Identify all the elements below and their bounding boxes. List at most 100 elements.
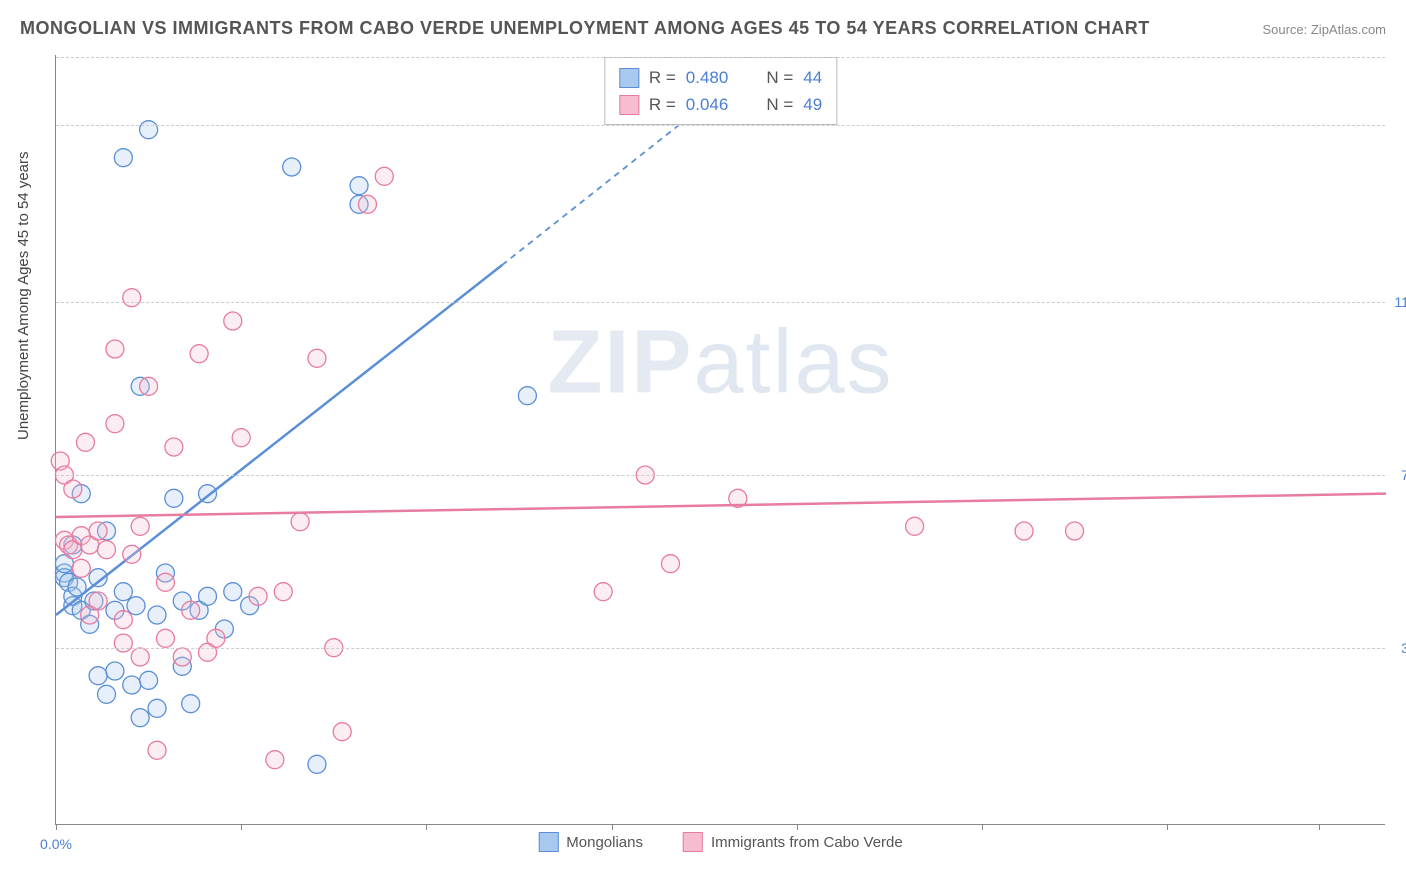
x-tick-label: 0.0% bbox=[40, 836, 72, 852]
data-point bbox=[131, 517, 149, 535]
data-point bbox=[291, 513, 309, 531]
data-point bbox=[207, 629, 225, 647]
data-point bbox=[1015, 522, 1033, 540]
data-point bbox=[594, 583, 612, 601]
data-point bbox=[165, 489, 183, 507]
data-point bbox=[89, 667, 107, 685]
data-point bbox=[148, 699, 166, 717]
data-point bbox=[131, 648, 149, 666]
gridline-h bbox=[56, 302, 1385, 303]
data-point bbox=[123, 676, 141, 694]
x-tick-mark bbox=[797, 824, 798, 830]
n-label: N = bbox=[766, 91, 793, 118]
x-tick-mark bbox=[1167, 824, 1168, 830]
legend-swatch bbox=[619, 95, 639, 115]
data-point bbox=[375, 167, 393, 185]
data-point bbox=[308, 755, 326, 773]
source-label: Source: ZipAtlas.com bbox=[1262, 22, 1386, 37]
stats-row: R = 0.046 N = 49 bbox=[619, 91, 822, 118]
data-point bbox=[89, 522, 107, 540]
stats-legend-box: R = 0.480 N = 44 R = 0.046 N = 49 bbox=[604, 57, 837, 125]
data-point bbox=[114, 611, 132, 629]
legend-swatch bbox=[683, 832, 703, 852]
data-point bbox=[140, 671, 158, 689]
data-point bbox=[358, 195, 376, 213]
data-point bbox=[156, 573, 174, 591]
data-point bbox=[350, 177, 368, 195]
data-point bbox=[76, 433, 94, 451]
legend-label: Mongolians bbox=[566, 834, 643, 851]
data-point bbox=[1066, 522, 1084, 540]
r-label: R = bbox=[649, 91, 676, 118]
data-point bbox=[131, 709, 149, 727]
y-axis-label: Unemployment Among Ages 45 to 54 years bbox=[15, 151, 32, 440]
x-tick-mark bbox=[982, 824, 983, 830]
legend-label: Immigrants from Cabo Verde bbox=[711, 834, 903, 851]
x-tick-mark bbox=[56, 824, 57, 830]
x-tick-mark bbox=[241, 824, 242, 830]
data-point bbox=[89, 592, 107, 610]
data-point bbox=[123, 289, 141, 307]
legend-item: Immigrants from Cabo Verde bbox=[683, 832, 903, 852]
data-point bbox=[190, 345, 208, 363]
data-point bbox=[127, 597, 145, 615]
bottom-legend: Mongolians Immigrants from Cabo Verde bbox=[538, 832, 902, 852]
gridline-h bbox=[56, 125, 1385, 126]
n-label: N = bbox=[766, 64, 793, 91]
y-tick-label: 3.8% bbox=[1401, 640, 1406, 656]
data-point bbox=[148, 606, 166, 624]
x-tick-mark bbox=[612, 824, 613, 830]
y-tick-label: 7.5% bbox=[1401, 467, 1406, 483]
data-point bbox=[98, 541, 116, 559]
gridline-h bbox=[56, 57, 1385, 58]
data-point bbox=[156, 629, 174, 647]
data-point bbox=[106, 662, 124, 680]
r-value: 0.046 bbox=[686, 91, 729, 118]
n-value: 49 bbox=[803, 91, 822, 118]
data-point bbox=[274, 583, 292, 601]
data-point bbox=[123, 545, 141, 563]
data-point bbox=[283, 158, 301, 176]
data-point bbox=[173, 648, 191, 666]
data-point bbox=[182, 601, 200, 619]
legend-item: Mongolians bbox=[538, 832, 643, 852]
chart-svg bbox=[56, 55, 1385, 824]
x-tick-mark bbox=[426, 824, 427, 830]
data-point bbox=[140, 377, 158, 395]
gridline-h bbox=[56, 648, 1385, 649]
r-label: R = bbox=[649, 64, 676, 91]
legend-swatch bbox=[619, 68, 639, 88]
plot-area: ZIPatlas R =0.480N =44R =0.046N =49 Mong… bbox=[55, 55, 1385, 825]
data-point bbox=[72, 559, 90, 577]
gridline-h bbox=[56, 475, 1385, 476]
data-point bbox=[106, 340, 124, 358]
data-point bbox=[114, 634, 132, 652]
data-point bbox=[148, 741, 166, 759]
chart-title: MONGOLIAN VS IMMIGRANTS FROM CABO VERDE … bbox=[20, 18, 1150, 39]
data-point bbox=[266, 751, 284, 769]
data-point bbox=[518, 387, 536, 405]
data-point bbox=[98, 685, 116, 703]
legend-swatch bbox=[538, 832, 558, 852]
data-point bbox=[333, 723, 351, 741]
data-point bbox=[661, 555, 679, 573]
r-value: 0.480 bbox=[686, 64, 729, 91]
x-tick-mark bbox=[1319, 824, 1320, 830]
data-point bbox=[249, 587, 267, 605]
data-point bbox=[224, 583, 242, 601]
data-point bbox=[308, 349, 326, 367]
data-point bbox=[64, 480, 82, 498]
y-tick-label: 11.2% bbox=[1394, 294, 1406, 310]
data-point bbox=[224, 312, 242, 330]
trend-line bbox=[56, 265, 502, 615]
data-point bbox=[165, 438, 183, 456]
data-point bbox=[906, 517, 924, 535]
data-point bbox=[114, 583, 132, 601]
data-point bbox=[199, 587, 217, 605]
trend-line bbox=[56, 494, 1386, 517]
data-point bbox=[232, 429, 250, 447]
n-value: 44 bbox=[803, 64, 822, 91]
data-point bbox=[182, 695, 200, 713]
data-point bbox=[114, 149, 132, 167]
stats-row: R = 0.480 N = 44 bbox=[619, 64, 822, 91]
